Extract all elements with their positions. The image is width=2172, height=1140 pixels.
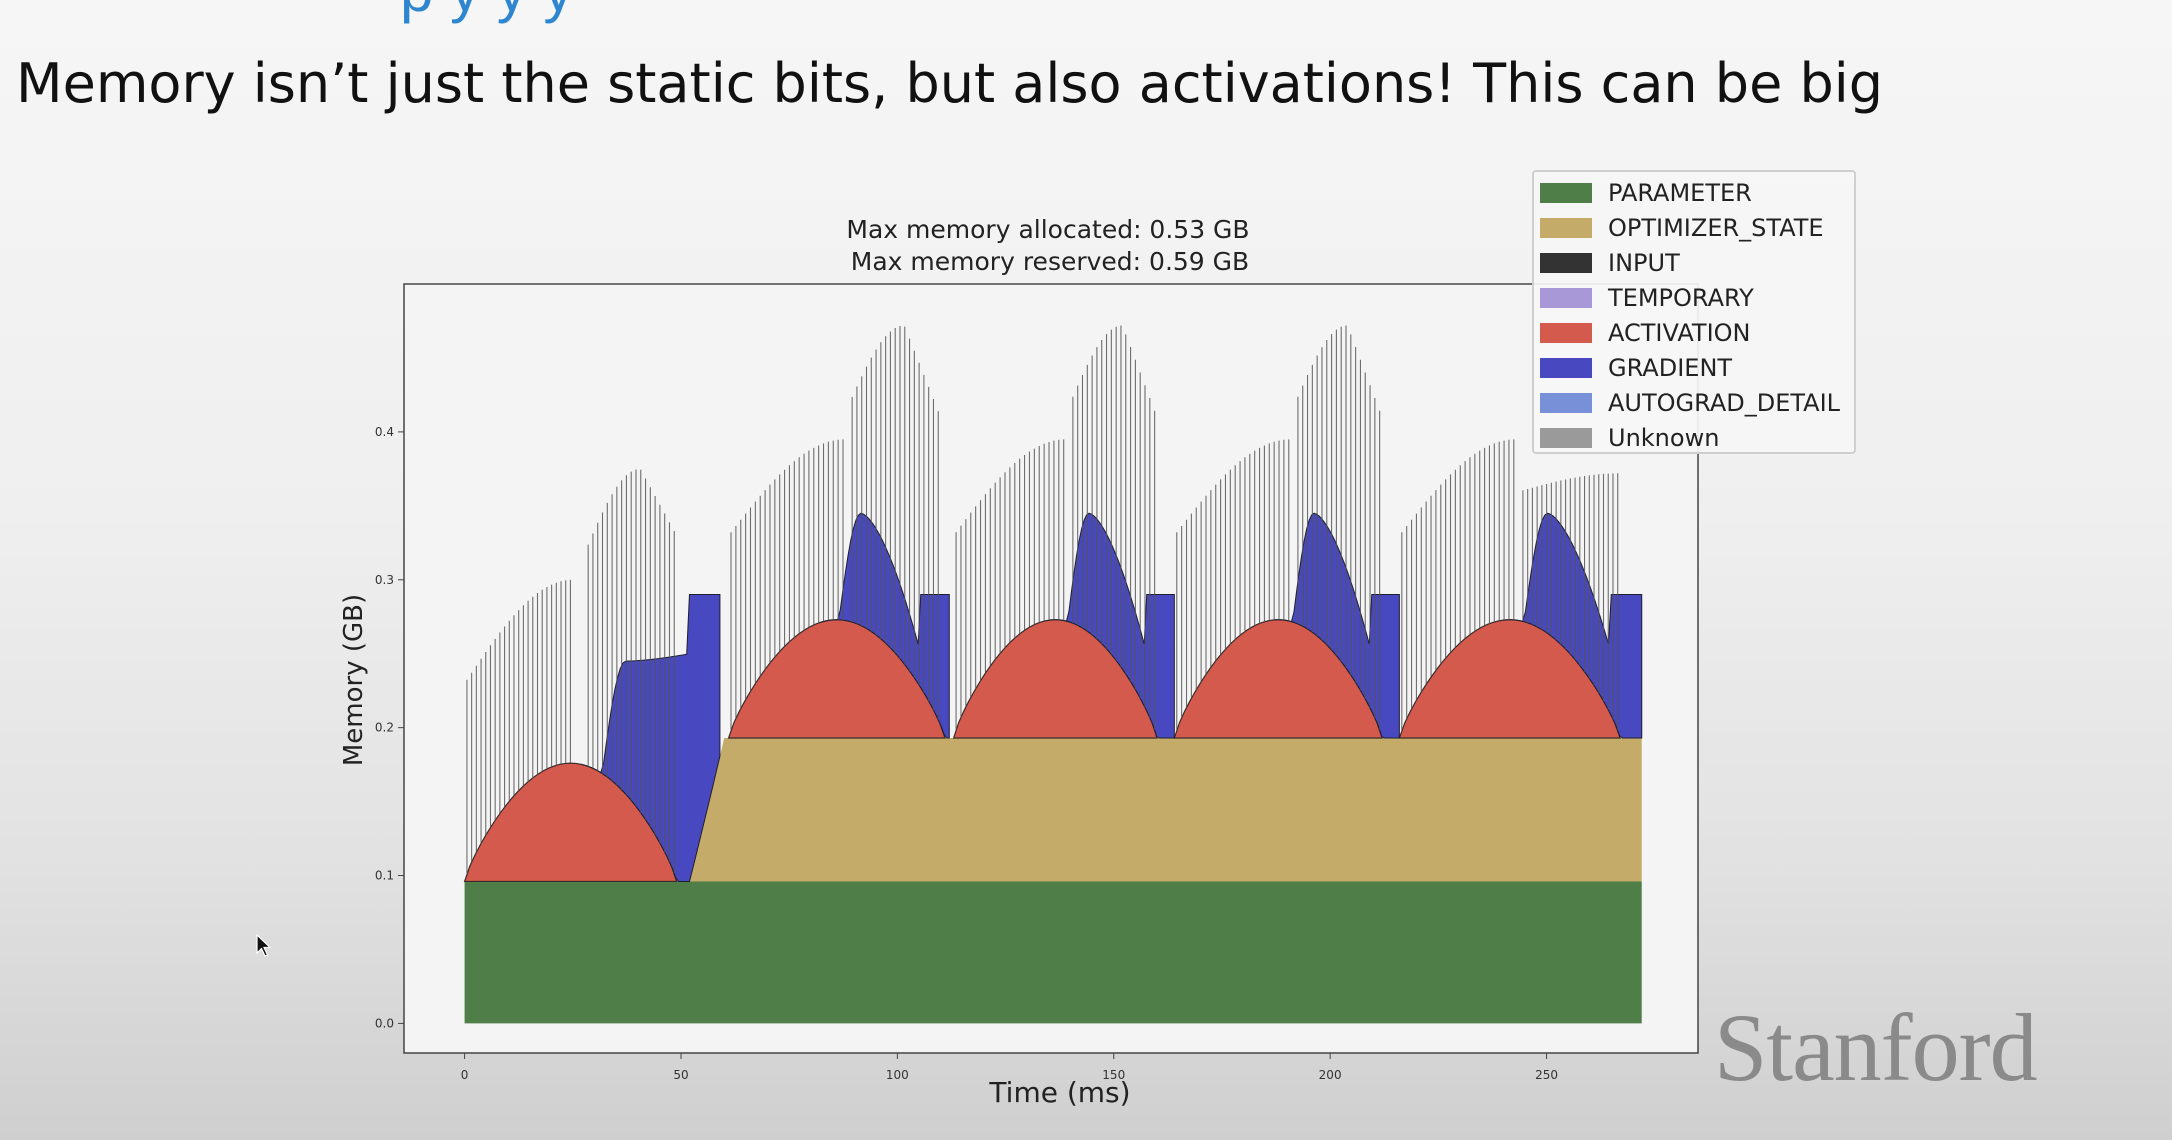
y-tick-label: 0.2 (375, 721, 394, 735)
mouse-cursor-icon (256, 934, 272, 957)
legend-item-parameter: PARAMETER (1540, 178, 1752, 208)
legend-swatch (1540, 183, 1592, 203)
y-tick-label: 0.1 (375, 869, 394, 883)
chart-legend: PARAMETER OPTIMIZER_STATE INPUT TEMPORARY AC… (1532, 170, 1856, 454)
legend-label: PARAMETER (1608, 179, 1752, 207)
area-gradient-4 (1503, 512, 1643, 739)
x-tick-label: 250 (1535, 1068, 1558, 1082)
legend-item-activation: ACTIVATION (1540, 318, 1751, 348)
x-tick-label: 100 (886, 1068, 909, 1082)
legend-label: GRADIENT (1608, 354, 1733, 382)
y-tick-label: 0.4 (375, 425, 394, 439)
legend-swatch (1540, 323, 1592, 343)
legend-item-optimizer-state: OPTIMIZER_STATE (1540, 213, 1824, 243)
x-tick-label: 0 (461, 1068, 469, 1082)
legend-item-temporary: TEMPORARY (1540, 283, 1754, 313)
legend-item-gradient: GRADIENT (1540, 353, 1732, 383)
slide-headline: Memory isn’t just the static bits, but a… (16, 52, 1884, 115)
legend-item-input: INPUT (1540, 248, 1680, 278)
area-activation-1 (727, 619, 946, 739)
area-optimizer-state (464, 738, 1642, 882)
area-activation-2 (952, 619, 1158, 739)
stanford-logo: Stanford (1714, 994, 2038, 1101)
legend-swatch (1540, 288, 1592, 308)
legend-swatch (1540, 253, 1592, 273)
legend-swatch (1540, 428, 1592, 448)
legend-label: INPUT (1608, 249, 1680, 277)
legend-label: AUTOGRAD_DETAIL (1608, 389, 1841, 417)
legend-item-autograd-detail: AUTOGRAD_DETAIL (1540, 388, 1840, 418)
legend-label: Unknown (1608, 424, 1720, 452)
chart-title-line-1: Max memory allocated: 0.53 GB (846, 215, 1249, 244)
x-axis-label: Time (ms) (988, 1076, 1130, 1109)
legend-label: ACTIVATION (1608, 319, 1751, 347)
x-tick-label: 200 (1319, 1068, 1342, 1082)
legend-swatch (1540, 393, 1592, 413)
unknown-spikes (466, 325, 1619, 874)
area-activation-3 (1173, 619, 1383, 739)
chart-title-line-2: Max memory reserved: 0.59 GB (851, 247, 1249, 276)
x-tick-label: 150 (1102, 1068, 1125, 1082)
y-tick-label: 0.3 (375, 573, 394, 587)
area-parameter (464, 881, 1642, 1024)
stacked-areas (463, 512, 1643, 1024)
legend-label: TEMPORARY (1608, 284, 1754, 312)
legend-item-unknown: Unknown (1540, 423, 1719, 453)
y-axis-label: Memory (GB) (339, 594, 369, 766)
axis-ticks: 0 50 100 150 200 250 0.0 0.1 0.2 0.3 0.4 (375, 425, 1558, 1082)
x-tick-label: 50 (673, 1068, 688, 1082)
area-activation-4 (1398, 619, 1621, 739)
legend-label: OPTIMIZER_STATE (1608, 214, 1824, 242)
y-tick-label: 0.0 (375, 1016, 394, 1030)
legend-swatch (1540, 218, 1592, 238)
legend-swatch (1540, 358, 1592, 378)
area-activation-0 (463, 762, 678, 883)
